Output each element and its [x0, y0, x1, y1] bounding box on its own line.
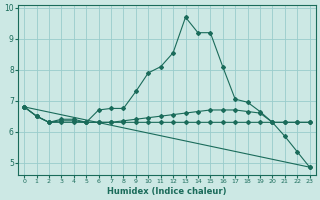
X-axis label: Humidex (Indice chaleur): Humidex (Indice chaleur)	[107, 187, 227, 196]
